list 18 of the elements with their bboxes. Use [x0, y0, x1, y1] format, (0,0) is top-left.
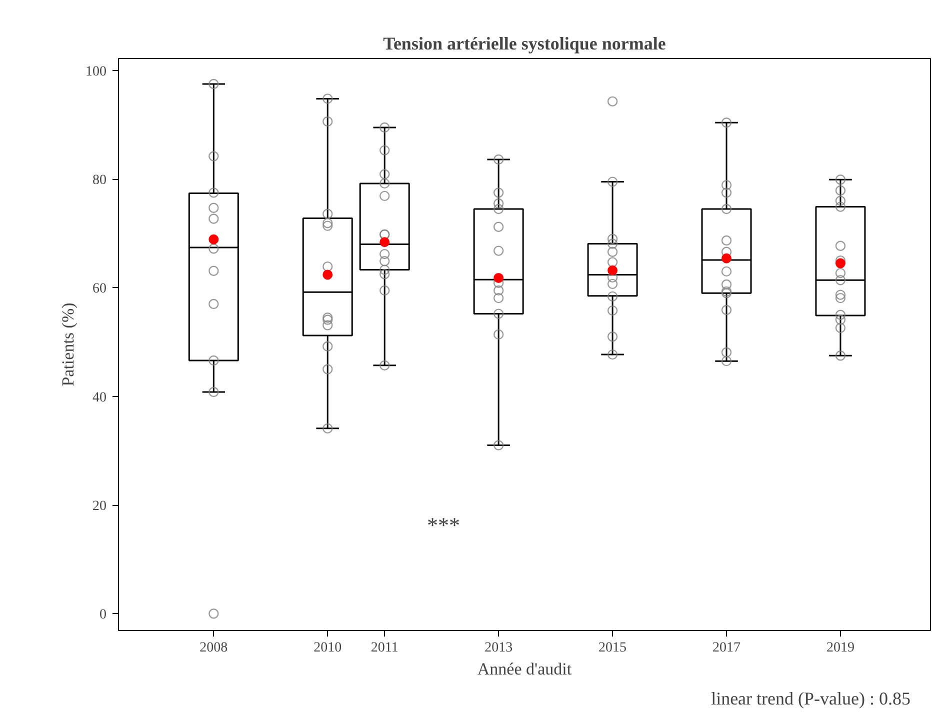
y-axis-title: Patients (%) [58, 302, 78, 386]
x-tick-label: 2011 [370, 640, 398, 656]
y-tick-label: 100 [86, 64, 106, 80]
x-tick-label: 2017 [712, 640, 741, 656]
x-tick-label: 2008 [200, 640, 228, 656]
y-tick-label: 80 [92, 173, 106, 188]
y-tick-label: 20 [92, 499, 106, 514]
x-tick-label: 2010 [314, 640, 342, 656]
x-tick-label: 2015 [598, 640, 627, 656]
chart-title: Tension artérielle systolique normale [383, 34, 666, 54]
y-tick-label: 60 [92, 282, 106, 297]
y-tick-label: 0 [100, 608, 106, 623]
x-tick-label: 2019 [826, 640, 854, 656]
y-tick-label: 40 [92, 390, 106, 406]
text: linear trend (P-value) : 0.85 [711, 688, 911, 708]
x-axis-title: Année d'audit [477, 660, 572, 678]
annotation: *** [427, 512, 460, 538]
x-tick-label: 2013 [484, 640, 513, 656]
